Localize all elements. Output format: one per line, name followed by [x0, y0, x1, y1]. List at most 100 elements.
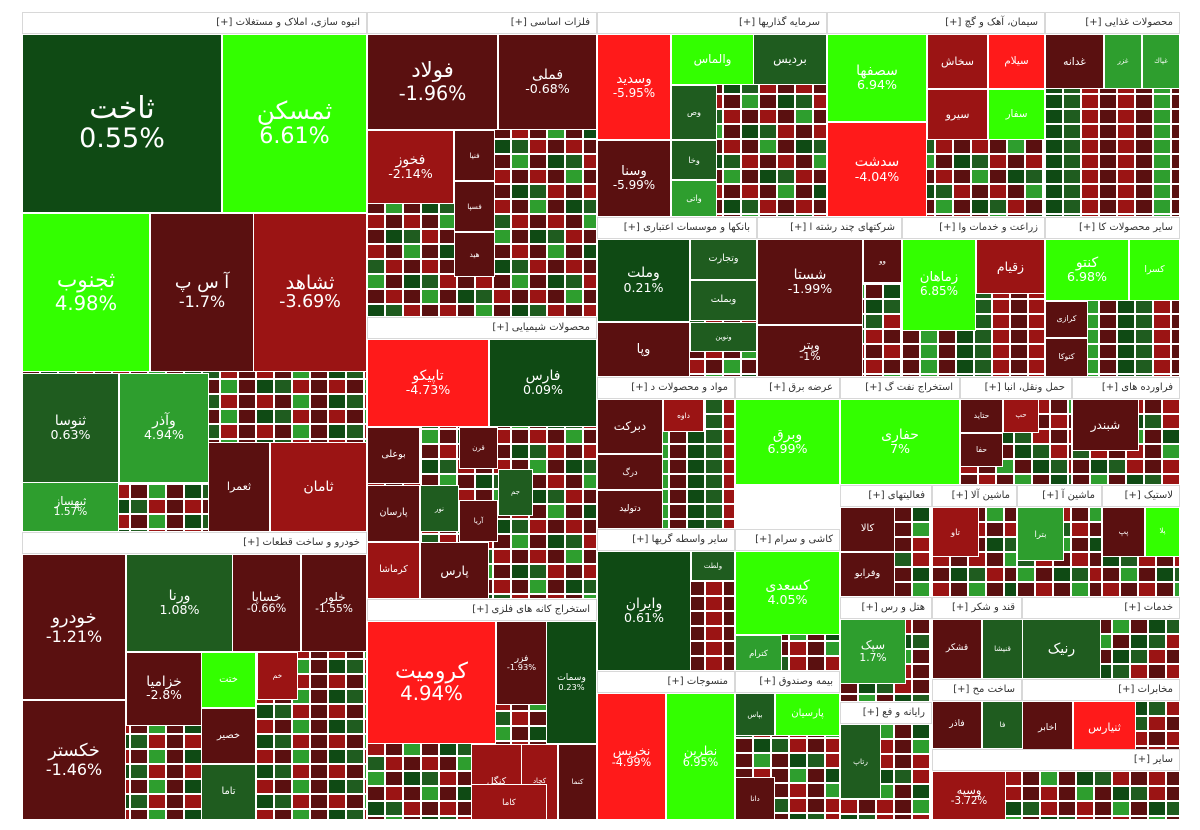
small-stock-tile[interactable]	[1135, 139, 1153, 154]
stock-tile[interactable]: شبندر	[1072, 399, 1139, 451]
small-stock-tile[interactable]	[238, 379, 256, 394]
small-stock-tile[interactable]	[256, 424, 274, 439]
small-stock-tile[interactable]	[457, 474, 475, 489]
small-stock-tile[interactable]	[385, 304, 403, 317]
small-stock-tile[interactable]	[403, 259, 421, 274]
small-stock-tile[interactable]	[148, 749, 166, 764]
stock-tile[interactable]: وآذر 4.94%	[119, 373, 209, 483]
small-stock-tile[interactable]	[1153, 329, 1171, 344]
small-stock-tile[interactable]	[565, 139, 583, 154]
small-stock-tile[interactable]	[292, 379, 310, 394]
small-stock-tile[interactable]	[457, 304, 475, 317]
small-stock-tile[interactable]	[367, 244, 385, 259]
small-stock-tile[interactable]	[1162, 414, 1180, 429]
small-stock-tile[interactable]	[310, 379, 328, 394]
small-stock-tile[interactable]	[403, 229, 421, 244]
small-stock-tile[interactable]	[1099, 94, 1117, 109]
small-stock-tile[interactable]	[130, 794, 148, 809]
small-stock-tile[interactable]	[511, 154, 529, 169]
small-stock-tile[interactable]	[1007, 199, 1025, 214]
small-stock-tile[interactable]	[1162, 459, 1180, 474]
small-stock-tile[interactable]	[1153, 314, 1171, 329]
small-stock-tile[interactable]	[475, 289, 493, 304]
sector-header[interactable]: سایر واسطه گریها [+]	[597, 529, 735, 551]
small-stock-tile[interactable]	[529, 429, 547, 444]
small-stock-tile[interactable]	[403, 756, 421, 771]
small-stock-tile[interactable]	[974, 314, 992, 329]
small-stock-tile[interactable]	[1126, 474, 1144, 485]
small-stock-tile[interactable]	[968, 567, 986, 582]
stock-tile[interactable]: هید	[454, 232, 495, 277]
small-stock-tile[interactable]	[932, 582, 950, 597]
small-stock-tile[interactable]	[292, 794, 310, 809]
sector-header[interactable]: زراعت و خدمات وا [+]	[902, 217, 1045, 239]
small-stock-tile[interactable]	[583, 229, 597, 244]
small-stock-tile[interactable]	[1071, 537, 1089, 552]
small-stock-tile[interactable]	[1004, 786, 1022, 801]
small-stock-tile[interactable]	[1162, 474, 1180, 485]
small-stock-tile[interactable]	[813, 154, 827, 169]
small-stock-tile[interactable]	[956, 359, 974, 374]
small-stock-tile[interactable]	[310, 704, 328, 719]
small-stock-tile[interactable]	[529, 274, 547, 289]
small-stock-tile[interactable]	[759, 169, 777, 184]
small-stock-tile[interactable]	[367, 771, 385, 786]
small-stock-tile[interactable]	[912, 679, 930, 694]
small-stock-tile[interactable]	[292, 424, 310, 439]
small-stock-tile[interactable]	[148, 484, 166, 499]
small-stock-tile[interactable]	[723, 581, 735, 596]
sector-header[interactable]: ساخت مح [+]	[932, 679, 1022, 701]
small-stock-tile[interactable]	[511, 711, 529, 726]
small-stock-tile[interactable]	[148, 764, 166, 779]
small-stock-tile[interactable]	[547, 564, 565, 579]
stock-tile[interactable]: حتاید	[960, 399, 1003, 433]
small-stock-tile[interactable]	[274, 379, 292, 394]
small-stock-tile[interactable]	[583, 154, 597, 169]
small-stock-tile[interactable]	[220, 409, 238, 424]
small-stock-tile[interactable]	[421, 259, 439, 274]
small-stock-tile[interactable]	[346, 719, 364, 734]
small-stock-tile[interactable]	[457, 289, 475, 304]
stock-tile[interactable]: خصیر	[201, 708, 256, 764]
small-stock-tile[interactable]	[912, 784, 930, 799]
small-stock-tile[interactable]	[894, 582, 912, 597]
small-stock-tile[interactable]	[529, 199, 547, 214]
small-stock-tile[interactable]	[511, 429, 529, 444]
stock-tile[interactable]: واتی	[671, 180, 717, 217]
small-stock-tile[interactable]	[1148, 701, 1166, 716]
small-stock-tile[interactable]	[439, 756, 457, 771]
stock-tile[interactable]: تاپیکو -4.73%	[367, 339, 489, 427]
small-stock-tile[interactable]	[1007, 169, 1025, 184]
small-stock-tile[interactable]	[1102, 582, 1120, 597]
stock-tile[interactable]: کرازی	[1045, 301, 1088, 338]
small-stock-tile[interactable]	[759, 139, 777, 154]
small-stock-tile[interactable]	[1099, 344, 1117, 359]
small-stock-tile[interactable]	[364, 749, 367, 764]
small-stock-tile[interactable]	[274, 779, 292, 794]
small-stock-tile[interactable]	[1081, 94, 1099, 109]
small-stock-tile[interactable]	[795, 154, 813, 169]
small-stock-tile[interactable]	[1010, 359, 1028, 374]
small-stock-tile[interactable]	[529, 579, 547, 594]
stock-tile[interactable]: دبرکت	[597, 399, 663, 454]
small-stock-tile[interactable]	[935, 184, 953, 199]
small-stock-tile[interactable]	[789, 783, 807, 798]
small-stock-tile[interactable]	[912, 582, 930, 597]
small-stock-tile[interactable]	[1135, 94, 1153, 109]
small-stock-tile[interactable]	[547, 504, 565, 519]
small-stock-tile[interactable]	[705, 489, 723, 504]
small-stock-tile[interactable]	[565, 199, 583, 214]
small-stock-tile[interactable]	[1112, 771, 1130, 786]
small-stock-tile[interactable]	[971, 184, 989, 199]
stock-tile[interactable]: ونوین	[690, 322, 757, 352]
small-stock-tile[interactable]	[894, 522, 912, 537]
stock-tile[interactable]: وسدید -5.95%	[597, 34, 671, 140]
small-stock-tile[interactable]	[364, 659, 367, 674]
stock-tile[interactable]: وو	[863, 239, 902, 283]
stock-tile[interactable]: بپاس	[735, 693, 775, 736]
small-stock-tile[interactable]	[795, 199, 813, 214]
small-stock-tile[interactable]	[529, 244, 547, 259]
small-stock-tile[interactable]	[883, 344, 901, 359]
small-stock-tile[interactable]	[777, 124, 795, 139]
small-stock-tile[interactable]	[256, 779, 274, 794]
